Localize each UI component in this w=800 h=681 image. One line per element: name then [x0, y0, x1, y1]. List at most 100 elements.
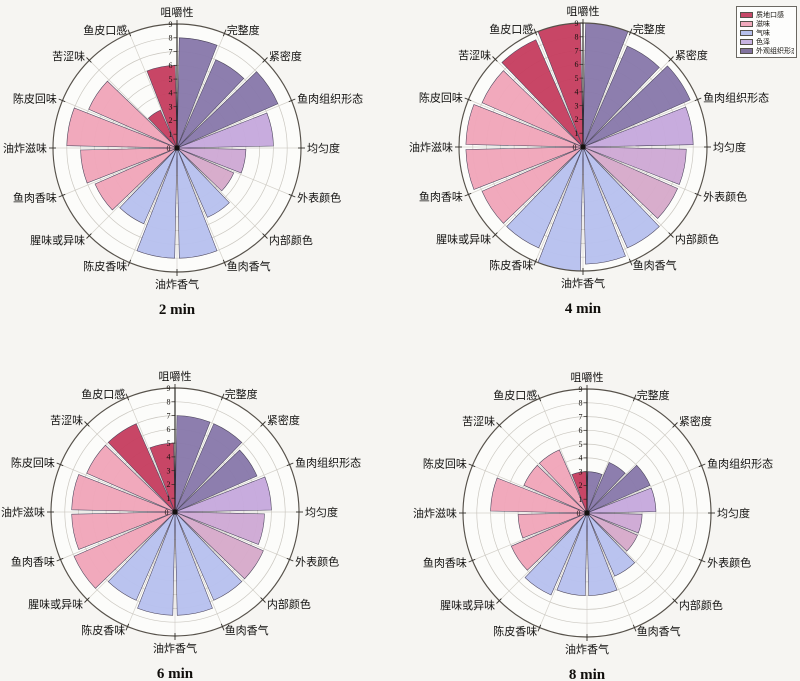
sector-11-2min	[94, 147, 178, 211]
sector-15-6min	[107, 423, 176, 513]
grid-spoke	[495, 59, 584, 148]
radial-tick-label: 7	[169, 47, 173, 56]
angle-tick	[464, 97, 472, 102]
radial-tick-label: 9	[579, 385, 583, 394]
sector-6-2min	[176, 147, 235, 192]
sector-10-2min	[119, 147, 178, 225]
category-label-6: 内部颜色	[269, 233, 313, 247]
angle-tick	[260, 597, 266, 603]
sector-2-2min	[176, 59, 245, 149]
radial-tick-label: 5	[167, 439, 171, 448]
sector-8-2min	[176, 147, 218, 259]
category-label-1: 完整度	[225, 387, 258, 401]
category-label-11: 鱼肉香味	[423, 556, 467, 570]
center-marker	[584, 510, 590, 516]
grid-spoke	[586, 512, 702, 561]
angle-tick	[288, 193, 296, 198]
grid-spoke	[582, 146, 671, 235]
sector-8-6min	[174, 511, 213, 616]
grid-spoke	[535, 146, 584, 262]
sector-8-8min	[586, 512, 618, 596]
radial-tick-label: 4	[579, 454, 583, 463]
angle-tick	[262, 233, 268, 239]
category-label-7: 鱼肉香气	[227, 259, 271, 273]
sector-4-4min	[582, 106, 694, 148]
legend-label: 滋味	[756, 19, 770, 28]
grid-spoke	[539, 512, 588, 628]
angle-tick	[222, 29, 227, 37]
grid-spoke	[468, 99, 584, 148]
angle-tick	[127, 29, 132, 37]
angle-tick	[668, 232, 674, 238]
sector-5-4min	[582, 146, 687, 185]
sector-12-2min	[80, 147, 178, 184]
angle-tick	[632, 624, 637, 632]
category-label-10: 腥味或异味	[30, 234, 85, 247]
angle-tick	[698, 558, 706, 563]
category-label-5: 外表颜色	[295, 555, 339, 569]
category-label-2: 紧密度	[267, 413, 300, 427]
sector-13-8min	[490, 477, 588, 514]
sector-1-8min	[586, 471, 603, 514]
category-label-3: 鱼肉组织形态	[295, 455, 361, 469]
grid-spoke	[539, 398, 588, 514]
category-label-5: 外表颜色	[297, 191, 341, 205]
center-marker	[172, 509, 178, 515]
category-label-0: 咀嚼性	[567, 4, 600, 18]
sector-13-4min	[465, 104, 584, 148]
angle-tick	[533, 258, 538, 266]
sector-4-2min	[176, 112, 274, 149]
grid-spoke	[586, 465, 702, 514]
sector-3-2min	[176, 71, 279, 149]
grid-spoke	[87, 424, 176, 513]
sector-5-8min	[586, 512, 643, 534]
angle-tick	[86, 57, 92, 63]
angle-tick	[84, 597, 90, 603]
sector-1-6min	[174, 415, 211, 513]
grid-spoke	[174, 511, 290, 560]
sector-6-6min	[174, 511, 264, 580]
sector-2-4min	[582, 45, 660, 148]
category-label-2: 紧密度	[675, 48, 708, 62]
category-label-2: 紧密度	[269, 49, 302, 63]
angle-tick	[537, 394, 542, 402]
category-label-15: 鱼皮口感	[489, 22, 533, 36]
angle-tick	[84, 421, 90, 427]
grid-spoke	[60, 511, 176, 560]
grid-spoke	[495, 146, 584, 235]
angle-tick	[694, 192, 702, 197]
grid-spoke	[89, 147, 178, 236]
category-label-5: 外表颜色	[707, 556, 751, 570]
legend-label: 色泽	[756, 37, 770, 46]
chart-title-4: 8 min	[569, 667, 606, 681]
radial-tick-label: 0	[165, 508, 169, 517]
chart-title-1: 2 min	[159, 302, 196, 318]
category-label-12: 油炸滋味	[3, 141, 47, 155]
grid-spoke	[174, 511, 263, 600]
sector-2-8min	[586, 462, 626, 514]
angle-tick	[496, 598, 502, 604]
rose-chart-2: 0 1 2 3 4 5 6 7 8 9咀嚼性完整度紧密度鱼肉组织形态均匀度外表颜色内部颜色鱼肉香气…	[409, 4, 769, 317]
grid-spoke	[472, 465, 588, 514]
sector-10-6min	[107, 511, 176, 601]
grid-spoke	[582, 99, 698, 148]
legend-item: 外观组织形态	[740, 46, 794, 55]
rose-chart-3: 0 1 2 3 4 5 6 7 8 9咀嚼性完整度紧密度鱼肉组织形态均匀度外表颜色内部颜色鱼肉香气…	[1, 369, 361, 681]
category-label-6: 内部颜色	[675, 232, 719, 246]
grid-spoke	[582, 32, 631, 148]
category-label-12: 油炸滋味	[1, 505, 45, 519]
category-label-7: 鱼肉香气	[633, 258, 677, 272]
category-label-7: 鱼肉香气	[637, 624, 681, 638]
legend-label: 气味	[756, 28, 770, 37]
category-label-4: 均匀度	[305, 505, 338, 519]
radial-tick-label: 5	[579, 440, 583, 449]
radial-tick-label: 8	[167, 398, 171, 407]
category-label-14: 苦涩味	[52, 50, 85, 63]
sector-10-8min	[524, 512, 588, 596]
rose-chart-1: 0 1 2 3 4 5 6 7 8 9咀嚼性完整度紧密度鱼肉组织形态均匀度外表颜色内部颜色鱼肉香气…	[3, 5, 363, 318]
sector-15-2min	[148, 109, 178, 149]
legend-item: 色泽	[740, 37, 794, 46]
sector-7-8min	[586, 512, 636, 577]
radial-tick-label: 0	[167, 144, 171, 153]
